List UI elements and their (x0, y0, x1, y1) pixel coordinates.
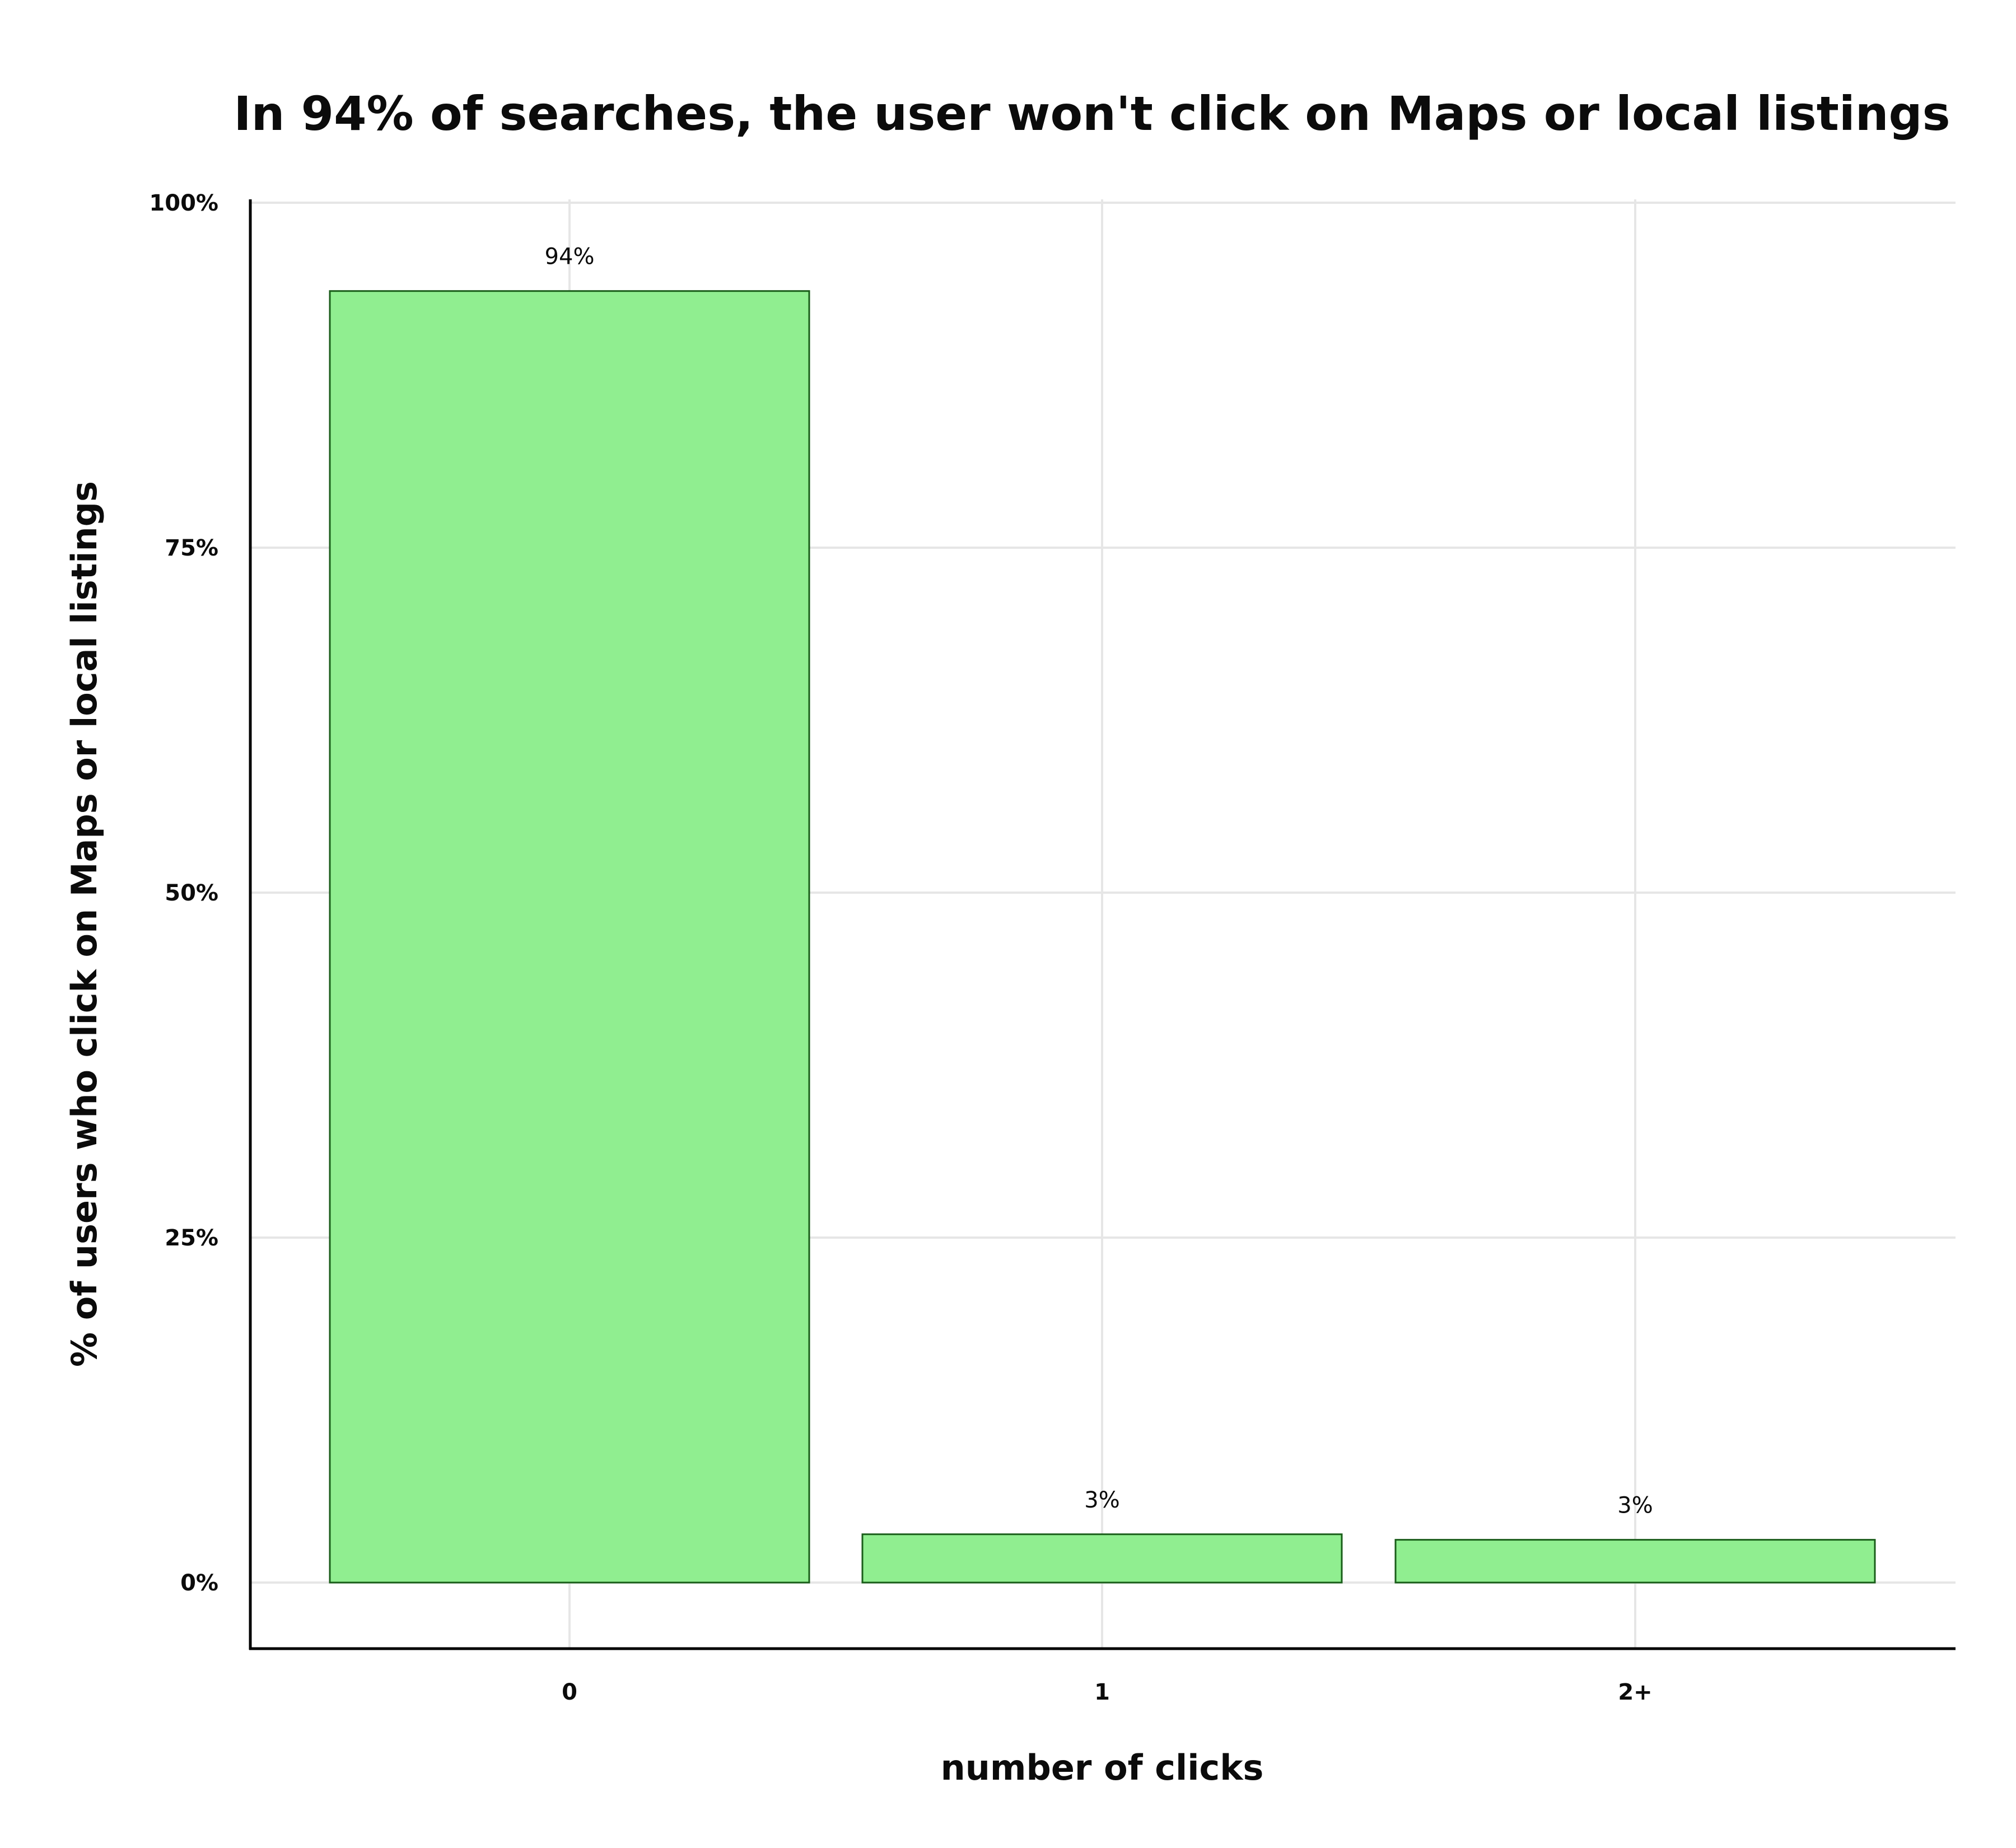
bar-2plus (1394, 1539, 1876, 1584)
y-tick-label: 0% (180, 1570, 218, 1596)
x-axis-title: number of clicks (941, 1747, 1264, 1788)
y-tick-label: 75% (165, 535, 218, 561)
x-tick-label: 1 (1094, 1679, 1110, 1705)
bar-0 (329, 290, 810, 1584)
data-label: 94% (545, 244, 595, 270)
chart-title: In 94% of searches, the user won't click… (234, 86, 1950, 141)
x-tick-label: 2+ (1618, 1679, 1652, 1705)
y-tick-label: 100% (149, 190, 218, 216)
bar-1 (861, 1533, 1343, 1584)
y-tick-label: 50% (165, 880, 218, 906)
data-label: 3% (1617, 1493, 1653, 1519)
data-labels: 94% 3% 3% (545, 244, 1653, 1519)
axes (249, 199, 1956, 1650)
tick-labels: 0% 25% 50% 75% 100% 0 1 2+ (149, 190, 1652, 1705)
x-tick-label: 0 (562, 1679, 577, 1705)
bars (329, 290, 1876, 1584)
data-label: 3% (1084, 1487, 1119, 1513)
y-tick-label: 25% (165, 1225, 218, 1251)
y-axis-title: % of users who click on Maps or local li… (64, 481, 105, 1367)
